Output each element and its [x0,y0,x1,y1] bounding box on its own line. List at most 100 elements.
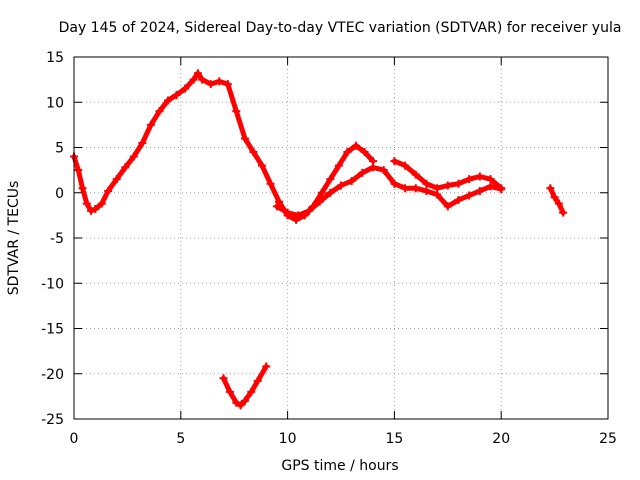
y-tick-label: -20 [41,367,64,383]
data-point [181,84,190,93]
data-point [253,376,262,385]
data-point [138,138,147,147]
data-point [411,184,420,193]
data-point [497,184,506,193]
y-tick-label: 5 [55,141,64,157]
data-point [343,148,352,157]
series-3 [546,184,568,217]
data-point [146,120,155,129]
data-point [390,179,399,188]
data-point [87,206,96,215]
data-point [74,166,83,175]
data-point [486,182,495,191]
data-point [294,211,303,220]
data-point [465,175,474,184]
data-point [225,387,234,396]
data-point [283,208,292,217]
data-point [317,188,326,197]
data-point [247,387,256,396]
series-line [221,364,269,408]
data-point [189,75,198,84]
data-point [475,186,484,195]
data-point [97,199,106,208]
data-point [266,179,275,188]
data-point [401,161,410,170]
data-point [454,195,463,204]
y-tick-label: -25 [41,412,64,428]
data-point [219,374,228,383]
data-series [70,69,568,410]
data-point [257,161,266,170]
data-point [198,75,207,84]
data-point [390,157,399,166]
data-point [275,197,284,206]
data-point [232,107,241,116]
data-point [223,80,232,89]
data-point [232,398,241,407]
data-point [401,184,410,193]
data-point [347,176,356,185]
data-point [326,175,335,184]
data-point [249,148,258,157]
data-point [240,396,249,405]
data-point [465,191,474,200]
data-point [433,184,442,193]
data-point [163,96,172,105]
data-point [206,80,215,89]
data-point [112,175,121,184]
y-tick-label: -10 [41,276,64,292]
data-point [475,172,484,181]
x-tick-label: 0 [70,431,79,447]
x-tick-label: 10 [279,431,297,447]
data-point [315,197,324,206]
data-point [546,184,555,193]
data-point [422,179,431,188]
series-4 [219,362,271,410]
data-point [304,206,313,215]
data-point [351,141,360,150]
y-tick-label: 10 [46,95,64,111]
data-point [334,161,343,170]
data-point [215,77,224,86]
data-point [104,186,113,195]
x-tick-label: 20 [492,431,510,447]
data-point [443,181,452,190]
data-point [550,193,559,202]
data-point [82,199,91,208]
y-axis-label: SDTVAR / TECUs [6,181,22,296]
data-point [358,168,367,177]
data-point [240,134,249,143]
data-point [559,208,568,217]
series-line [547,185,566,216]
data-point [172,91,181,100]
data-point [360,148,369,157]
data-point [262,362,271,371]
series-line [274,164,504,218]
x-tick-label: 15 [385,431,403,447]
data-point [379,166,388,175]
data-point [155,107,164,116]
grid [74,57,608,419]
y-tick-label: -5 [50,231,64,247]
data-point [129,152,138,161]
series-1 [272,163,506,220]
x-axis-label: GPS time / hours [281,458,398,474]
chart-title: Day 145 of 2024, Sidereal Day-to-day VTE… [59,20,622,36]
data-point [193,69,202,78]
data-point [454,179,463,188]
data-point [337,181,345,190]
series-line [71,70,376,223]
data-point [236,401,245,410]
y-tick-label: 15 [46,50,64,66]
data-point [369,163,378,172]
series-0 [70,69,378,224]
y-tick-label: 0 [55,186,64,202]
data-point [411,170,420,179]
x-tick-label: 5 [176,431,185,447]
data-point [326,188,335,197]
data-point [554,199,563,208]
data-point [78,184,87,193]
axis-ticks: 0 5 10 15 20 25 -25 -20 -15 -10 -5 0 5 10 15 [41,50,617,447]
y-tick-label: -15 [41,322,64,338]
